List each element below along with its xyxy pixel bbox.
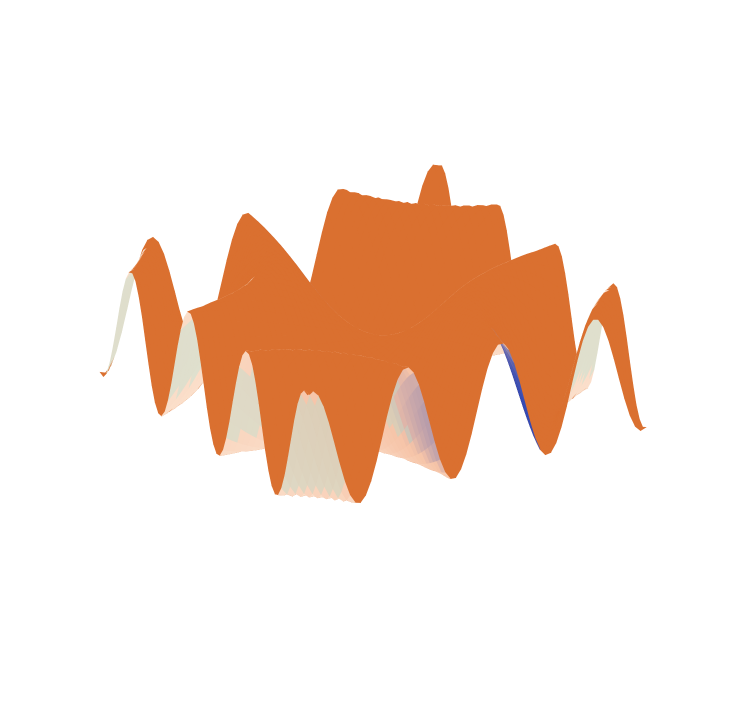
surface-mesh [99,164,647,504]
surface-patch [304,390,314,396]
